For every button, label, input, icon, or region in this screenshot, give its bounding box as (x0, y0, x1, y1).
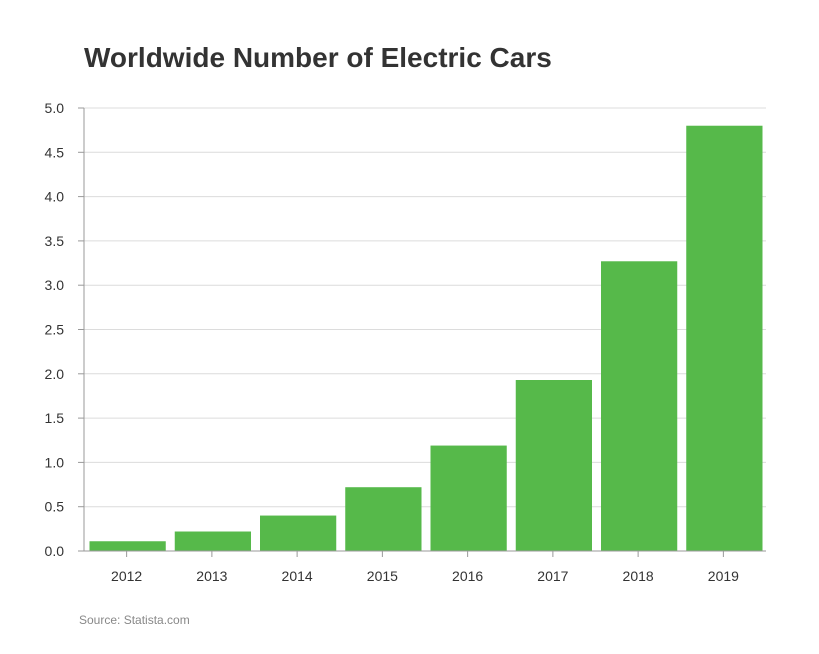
source-note: Source: Statista.com (79, 613, 190, 627)
bar-2017 (515, 380, 592, 551)
y-tick-label: 2.5 (45, 322, 65, 338)
chart-title: Worldwide Number of Electric Cars (84, 42, 552, 73)
bar-2018 (601, 261, 678, 551)
y-tick-label: 4.5 (45, 144, 65, 160)
y-tick-label: 3.5 (45, 233, 65, 249)
y-tick-label: 5.0 (45, 100, 65, 116)
y-tick-label: 1.0 (45, 454, 65, 470)
bar-2014 (260, 515, 337, 551)
bar-2016 (430, 445, 507, 551)
bar-2012 (89, 541, 166, 551)
y-tick-label: 0.0 (45, 543, 65, 559)
x-tick-label: 2019 (708, 568, 739, 584)
y-tick-label: 0.5 (45, 499, 65, 515)
bar-2019 (686, 125, 763, 551)
y-tick-label: 1.5 (45, 410, 65, 426)
x-tick-label: 2012 (111, 568, 142, 584)
x-tick-label: 2015 (367, 568, 398, 584)
x-tick-label: 2014 (282, 568, 313, 584)
x-tick-label: 2018 (623, 568, 654, 584)
x-tick-label: 2016 (452, 568, 483, 584)
x-tick-label: 2017 (537, 568, 568, 584)
x-tick-label: 2013 (196, 568, 227, 584)
y-tick-label: 4.0 (45, 189, 65, 205)
bar-2013 (174, 531, 251, 551)
bar-2015 (345, 487, 422, 551)
y-tick-label: 2.0 (45, 366, 65, 382)
y-tick-label: 3.0 (45, 277, 65, 293)
